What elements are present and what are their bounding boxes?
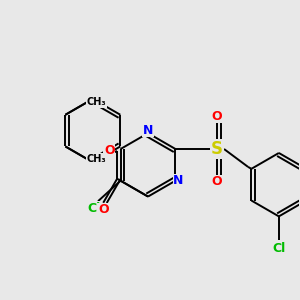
- Text: Cl: Cl: [87, 202, 101, 215]
- Text: CH₃: CH₃: [87, 154, 106, 164]
- Text: O: O: [212, 110, 222, 123]
- Text: N: N: [143, 124, 153, 137]
- Text: CH₃: CH₃: [87, 98, 106, 107]
- Text: O: O: [98, 203, 109, 216]
- Text: O: O: [212, 175, 222, 188]
- Text: Cl: Cl: [272, 242, 286, 255]
- Text: N: N: [173, 174, 184, 187]
- Text: S: S: [211, 140, 223, 158]
- Text: O: O: [104, 145, 115, 158]
